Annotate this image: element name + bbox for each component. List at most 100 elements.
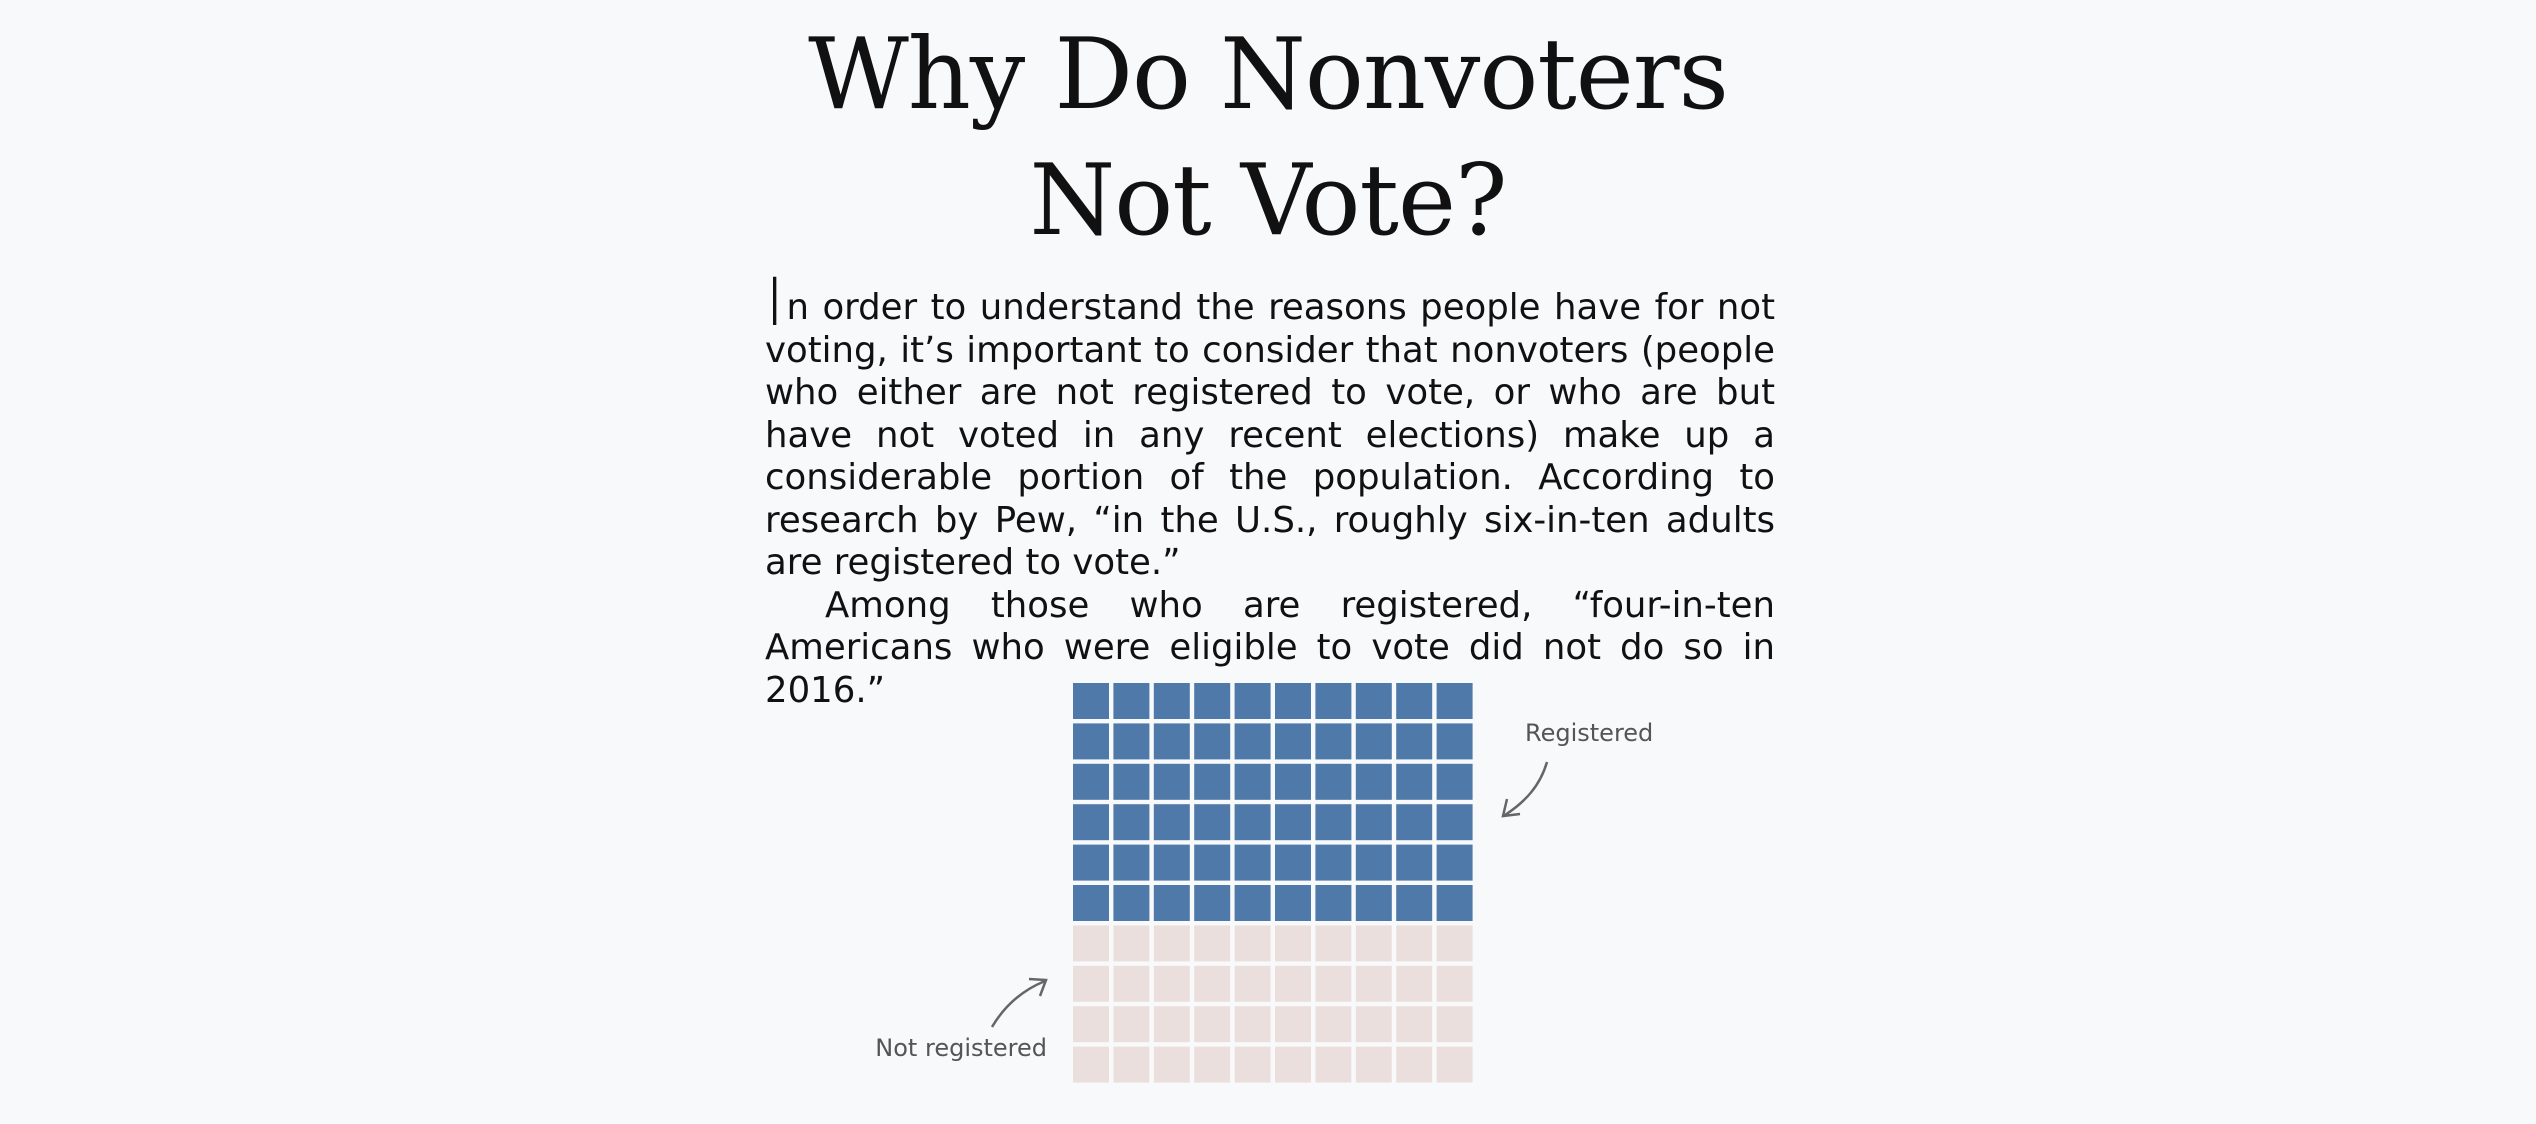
waffle-cell-registered	[1113, 885, 1150, 921]
waffle-cell-not-registered	[1275, 925, 1311, 962]
waffle-cell-registered	[1153, 844, 1190, 881]
waffle-cell-not-registered	[1153, 925, 1190, 962]
waffle-cell-registered	[1275, 844, 1311, 881]
waffle-cell-not-registered	[1113, 1046, 1150, 1083]
waffle-cell-registered	[1396, 844, 1433, 881]
waffle-cell-not-registered	[1315, 925, 1352, 962]
waffle-cell-not-registered	[1153, 965, 1190, 1002]
waffle-cell-not-registered	[1396, 1046, 1433, 1083]
waffle-cell-registered	[1153, 763, 1190, 800]
waffle-cell-not-registered	[1436, 925, 1473, 962]
waffle-cell-not-registered	[1275, 965, 1311, 1002]
waffle-cell-not-registered	[1355, 1006, 1392, 1043]
waffle-cell-not-registered	[1355, 1046, 1392, 1083]
waffle-cell-not-registered	[1436, 1046, 1473, 1083]
waffle-cell-not-registered	[1275, 1046, 1311, 1083]
waffle-cell-not-registered	[1113, 925, 1150, 962]
waffle-cell-registered	[1073, 844, 1109, 881]
waffle-cell-not-registered	[1194, 965, 1231, 1002]
waffle-cell-registered	[1073, 804, 1109, 841]
not-registered-arrow-icon	[990, 979, 1046, 1028]
waffle-cell-not-registered	[1234, 1046, 1271, 1083]
page-title-line-1: Why Do Nonvoters	[808, 18, 1729, 132]
article-paragraph-2: Among those who are registered, “four-in…	[765, 584, 1775, 711]
waffle-cell-registered	[1073, 723, 1109, 760]
waffle-cell-not-registered	[1396, 1006, 1433, 1043]
waffle-cell-registered	[1436, 885, 1473, 921]
not-registered-label: Not registered	[875, 1034, 1047, 1062]
drop-cap: I	[765, 264, 785, 341]
waffle-cell-not-registered	[1234, 965, 1271, 1002]
registered-label: Registered	[1525, 719, 1653, 747]
waffle-cell-registered	[1194, 763, 1231, 800]
waffle-cell-not-registered	[1194, 925, 1231, 962]
waffle-cell-registered	[1436, 804, 1473, 841]
registered-annotation: Registered	[1501, 719, 1653, 818]
registered-arrow-icon	[1504, 761, 1549, 817]
page-title: Why Do Nonvoters Not Vote?	[0, 12, 2536, 264]
waffle-cell-not-registered	[1194, 1006, 1231, 1043]
waffle-cell-registered	[1315, 723, 1352, 760]
waffle-cell-registered	[1315, 804, 1352, 841]
waffle-cell-registered	[1436, 844, 1473, 881]
waffle-cell-registered	[1194, 723, 1231, 760]
waffle-cell-not-registered	[1073, 965, 1109, 1002]
waffle-cell-registered	[1113, 804, 1150, 841]
waffle-cell-registered	[1194, 885, 1231, 921]
waffle-cell-registered	[1396, 804, 1433, 841]
waffle-cell-registered	[1194, 804, 1231, 841]
waffle-cell-registered	[1275, 763, 1311, 800]
waffle-cell-registered	[1315, 885, 1352, 921]
waffle-cell-not-registered	[1355, 925, 1392, 962]
waffle-cell-registered	[1355, 804, 1392, 841]
waffle-cell-not-registered	[1275, 1006, 1311, 1043]
waffle-cell-not-registered	[1396, 965, 1433, 1002]
waffle-cell-registered	[1073, 763, 1109, 800]
not-registered-arrowhead-icon	[1028, 977, 1048, 997]
waffle-cell-not-registered	[1315, 1046, 1352, 1083]
waffle-cell-registered	[1436, 723, 1473, 760]
waffle-cells	[1073, 683, 1473, 1083]
waffle-cell-not-registered	[1436, 965, 1473, 1002]
waffle-cell-not-registered	[1073, 1046, 1109, 1083]
waffle-cell-registered	[1355, 723, 1392, 760]
waffle-cell-registered	[1275, 804, 1311, 841]
waffle-cell-registered	[1194, 844, 1231, 881]
waffle-cell-registered	[1073, 885, 1109, 921]
waffle-cell-registered	[1396, 885, 1433, 921]
waffle-cell-not-registered	[1194, 1046, 1231, 1083]
waffle-cell-registered	[1355, 885, 1392, 921]
article-paragraph-1-text: n order to understand the reasons people…	[765, 287, 1775, 583]
waffle-cell-not-registered	[1234, 925, 1271, 962]
waffle-cell-not-registered	[1153, 1046, 1190, 1083]
waffle-cell-not-registered	[1315, 1006, 1352, 1043]
waffle-cell-registered	[1234, 844, 1271, 881]
waffle-cell-not-registered	[1396, 925, 1433, 962]
waffle-cell-registered	[1153, 723, 1190, 760]
waffle-cell-registered	[1315, 844, 1352, 881]
waffle-cell-not-registered	[1234, 1006, 1271, 1043]
waffle-cell-registered	[1275, 723, 1311, 760]
waffle-cell-not-registered	[1113, 1006, 1150, 1043]
article-body: In order to understand the reasons peopl…	[765, 270, 1775, 712]
waffle-cell-registered	[1153, 804, 1190, 841]
waffle-cell-not-registered	[1436, 1006, 1473, 1043]
waffle-cell-registered	[1275, 885, 1311, 921]
waffle-cell-registered	[1234, 804, 1271, 841]
waffle-cell-registered	[1355, 763, 1392, 800]
waffle-cell-not-registered	[1153, 1006, 1190, 1043]
waffle-cell-registered	[1153, 885, 1190, 921]
waffle-cell-registered	[1234, 885, 1271, 921]
waffle-cell-registered	[1113, 844, 1150, 881]
waffle-cell-not-registered	[1113, 965, 1150, 1002]
waffle-cell-registered	[1315, 763, 1352, 800]
not-registered-annotation: Not registered	[875, 977, 1048, 1062]
waffle-cell-registered	[1396, 723, 1433, 760]
waffle-cell-not-registered	[1355, 965, 1392, 1002]
waffle-cell-not-registered	[1315, 965, 1352, 1002]
registered-arrowhead-icon	[1501, 798, 1521, 818]
waffle-cell-registered	[1355, 844, 1392, 881]
waffle-cell-registered	[1436, 763, 1473, 800]
waffle-cell-not-registered	[1073, 925, 1109, 962]
page-title-line-2: Not Vote?	[1029, 144, 1508, 258]
